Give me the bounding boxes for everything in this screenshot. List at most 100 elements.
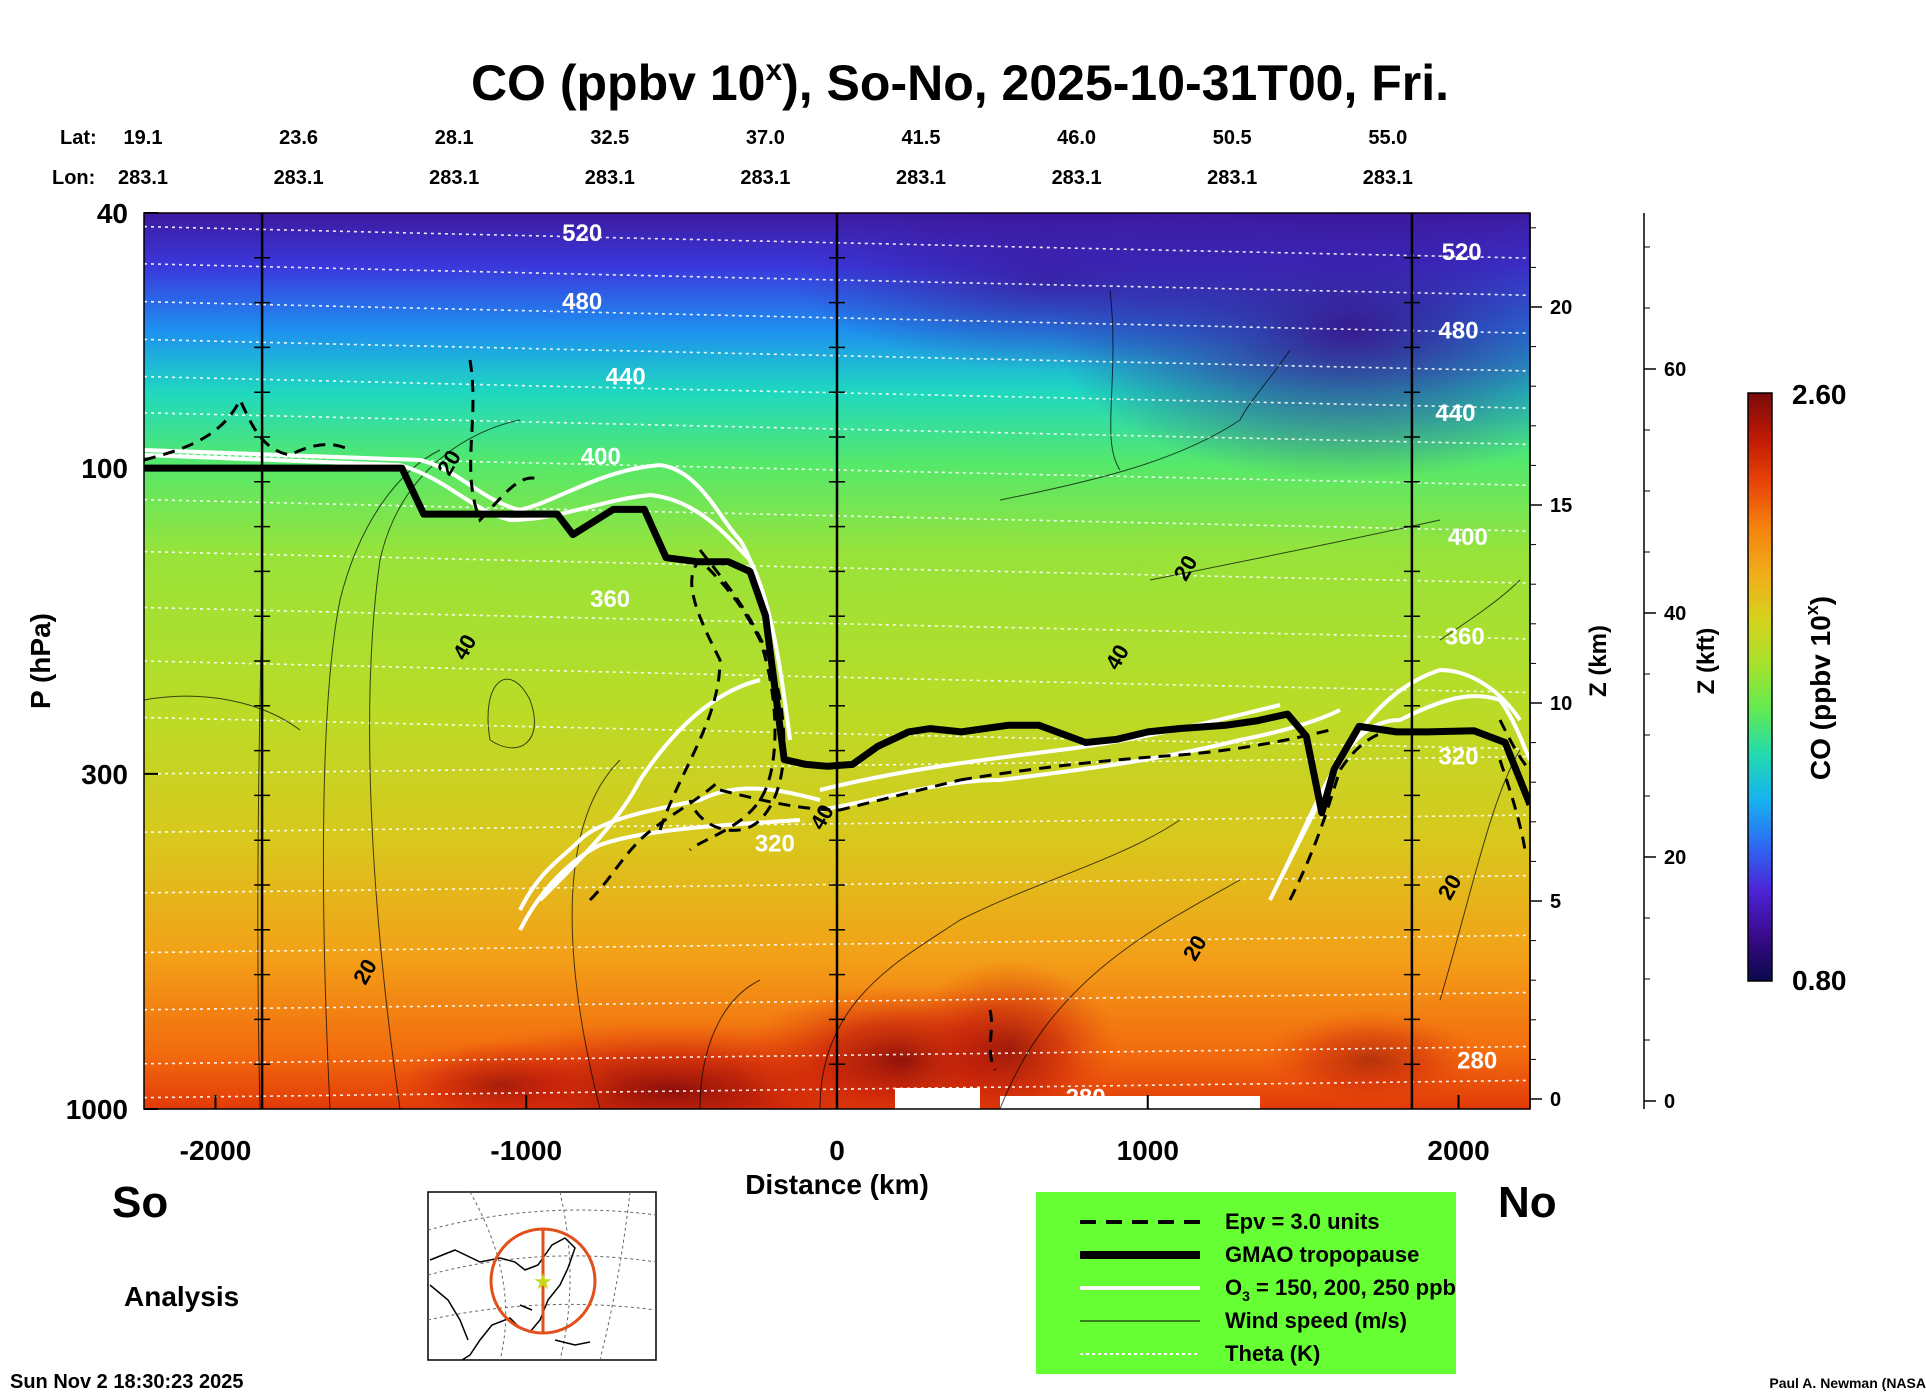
p-tick-label: 300 [81, 759, 128, 790]
tropopause-line [144, 464, 1530, 817]
colorbar-min: 0.80 [1792, 965, 1847, 996]
footer-timestamp: Sun Nov 2 18:30:23 2025 [10, 1371, 243, 1393]
z-km-tick-label: 20 [1550, 297, 1572, 319]
theta-label: 320 [755, 830, 795, 857]
station-marker-lines [254, 213, 1420, 1109]
z-kft-tick-label: 60 [1664, 359, 1686, 381]
wind-isoline [999, 349, 1291, 501]
z-km-tick-label: 0 [1550, 1089, 1561, 1111]
epv-contour [588, 778, 722, 902]
chart-title: CO (ppbv 10x), So-No, 2025-10-31T00, Fri… [471, 54, 1449, 111]
z-kft-axis: 0 20 40 60 [1643, 213, 1686, 1113]
z-kft-tick-label: 20 [1664, 847, 1686, 869]
theta-label: 400 [1448, 524, 1488, 551]
p-tick-label: 1000 [66, 1094, 128, 1125]
ozone-contour [1268, 694, 1530, 901]
svg-text:★: ★ [533, 1269, 553, 1294]
epv-contour [658, 557, 777, 852]
station-lon: 283.1 [740, 167, 790, 189]
theta-label: 360 [1445, 623, 1485, 650]
wind-isoline [322, 449, 441, 1109]
station-lat: 50.5 [1213, 127, 1252, 149]
station-lat: 28.1 [435, 127, 474, 149]
analysis-label: Analysis [124, 1281, 239, 1312]
p-tick-label: 40 [97, 198, 128, 229]
y-axis-label: P (hPa) [25, 613, 56, 709]
theta-label: 520 [562, 220, 602, 247]
ozone-contour [538, 678, 761, 902]
colorbar-label: CO (ppbv 10x) [1802, 596, 1836, 780]
station-lon: 283.1 [429, 167, 479, 189]
theta-label: 280 [1457, 1047, 1497, 1074]
theta-label: 440 [606, 364, 646, 391]
colorbar-max: 2.60 [1792, 379, 1847, 410]
station-lon: 283.1 [274, 167, 324, 189]
station-lon: 283.1 [1052, 167, 1102, 189]
legend: Epv = 3.0 units GMAO tropopause O3 = 150… [1036, 1192, 1456, 1374]
legend-tropopause: GMAO tropopause [1225, 1242, 1419, 1267]
z-km-label: Z (km) [1585, 625, 1612, 697]
wind-isoline [1109, 289, 1121, 471]
z-km-tick-label: 15 [1550, 495, 1572, 517]
epv-contour [959, 728, 1331, 782]
station-lat: 32.5 [590, 127, 629, 149]
wind-isoline [487, 678, 535, 749]
z-kft-tick-label: 40 [1664, 603, 1686, 625]
wind-isoline [819, 819, 1181, 1109]
station-lon: 283.1 [1207, 167, 1257, 189]
x-tick-label: 2000 [1427, 1135, 1489, 1166]
lat-header: Lat: [60, 127, 97, 149]
wind-isoline [369, 419, 521, 1109]
wind-isoline [571, 759, 621, 1109]
z-km-tick-label: 10 [1550, 693, 1572, 715]
z-km-axis: 0 5 10 15 20 [1529, 213, 1572, 1111]
legend-ozone: O3 = 150, 200, 250 ppb [1225, 1275, 1456, 1304]
epv-contour [988, 1009, 997, 1071]
station-lon: 283.1 [585, 167, 635, 189]
station-labels: 19.1 283.1 23.6 283.1 28.1 283.1 32.5 283.1 37.0… [118, 127, 1413, 189]
legend-wind: Wind speed (m/s) [1225, 1308, 1407, 1333]
wind-isoline [144, 695, 301, 731]
station-lat: 37.0 [746, 127, 785, 149]
x-tick-label: -1000 [490, 1135, 562, 1166]
ozone-contour [1278, 668, 1522, 881]
station-lat: 41.5 [902, 127, 941, 149]
station-lat: 19.1 [124, 127, 163, 149]
ozone-contour [819, 708, 1341, 812]
lon-header: Lon: [52, 167, 95, 189]
epv-contour [719, 778, 961, 812]
inset-map: ★ [427, 1191, 657, 1361]
wind-isolines [144, 289, 1521, 1109]
p-tick-label: 100 [81, 453, 128, 484]
theta-label: 480 [562, 289, 602, 316]
wind-isoline [1439, 579, 1521, 641]
footer-credit: Paul A. Newman (NASA [1769, 1375, 1926, 1391]
theta-label: 280 [1066, 1085, 1106, 1112]
z-kft-tick-label: 0 [1664, 1091, 1675, 1113]
wind-isoline [1439, 749, 1521, 1001]
theta-label: 480 [1439, 317, 1479, 344]
station-lat: 46.0 [1057, 127, 1096, 149]
x-axis-label: Distance (km) [745, 1169, 929, 1200]
wind-isoline [999, 879, 1241, 1109]
x-tick-label: 0 [829, 1135, 845, 1166]
legend-epv: Epv = 3.0 units [1225, 1209, 1380, 1234]
colorbar [1747, 392, 1773, 982]
epv-contour [144, 396, 351, 462]
distance-axis: -2000 -1000 0 1000 2000 [180, 1095, 1490, 1166]
epv-contour [1288, 728, 1401, 901]
z-km-tick-label: 5 [1550, 891, 1561, 913]
legend-theta: Theta (K) [1225, 1341, 1320, 1366]
north-label: No [1498, 1178, 1557, 1227]
co-field: 520 480 440 400 360 320 280 520 480 440 400 360 320 2… [144, 213, 1530, 1112]
epv-contour [468, 359, 541, 523]
theta-labels: 520 480 440 400 360 320 280 520 480 440 400 360 320 2… [562, 220, 1497, 1112]
station-lat: 55.0 [1368, 127, 1407, 149]
x-tick-label: 1000 [1117, 1135, 1179, 1166]
z-kft-label: Z (kft) [1693, 628, 1720, 695]
ozone-contour [518, 786, 821, 911]
station-lat: 23.6 [279, 127, 318, 149]
theta-label: 400 [581, 444, 621, 471]
station-lon: 283.1 [1363, 167, 1413, 189]
